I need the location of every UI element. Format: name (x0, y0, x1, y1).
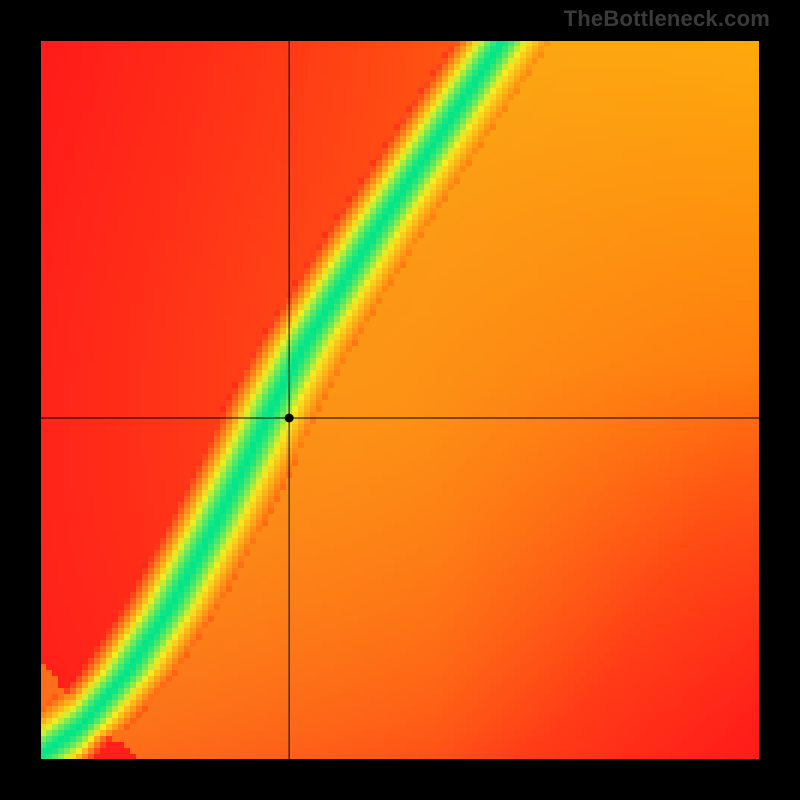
watermark-text: TheBottleneck.com (564, 6, 770, 32)
heatmap-plot (40, 40, 760, 760)
heatmap-canvas (40, 40, 760, 760)
